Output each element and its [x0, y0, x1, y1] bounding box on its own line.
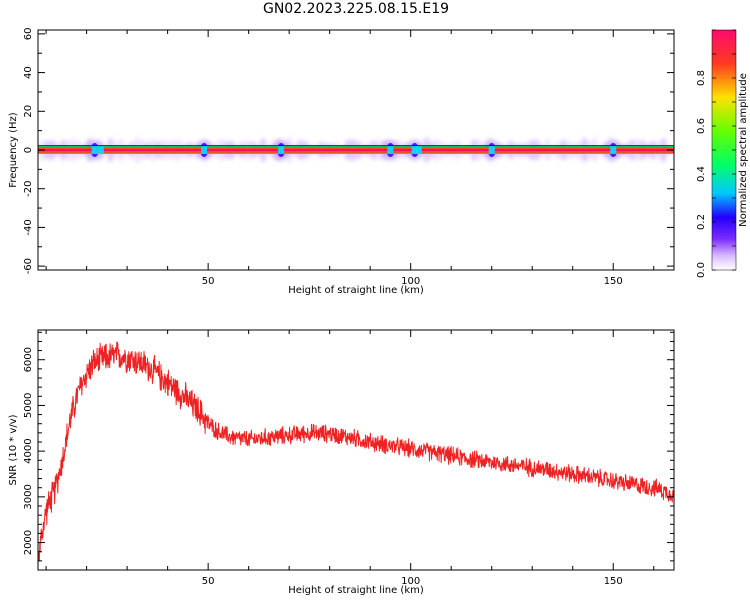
snr-axes: 50 100 150 2000 3000 4000 5000 6000	[23, 330, 674, 587]
spectrogram-band-speck	[415, 146, 422, 154]
snr-y-tick-label: 2000	[23, 530, 34, 555]
snr-y-tick-label: 6000	[23, 347, 34, 372]
spectrogram-panel: 50 100 150 -60 -40 -20 0 20 40 60 Height of strai…	[8, 28, 675, 296]
snr-x-tick-label: 100	[401, 576, 420, 587]
snr-x-tick-label: 50	[202, 576, 215, 587]
spectrogram-y-tick-label: -20	[23, 181, 34, 197]
colorbar-tick-label: 0.8	[696, 70, 707, 86]
spectrogram-y-axis-label: Frequency (Hz)	[8, 112, 19, 188]
snr-y-axis-label: SNR (10 * v/v)	[8, 414, 19, 485]
spectrogram-x-tick-label: 50	[202, 276, 215, 287]
colorbar-axis: 0.0 0.2 0.4 0.6 0.8	[696, 29, 737, 278]
spectrogram-band-speck	[91, 146, 98, 154]
spectrogram-y-tick-label: 40	[23, 66, 34, 79]
snr-panel: 50 100 150 2000 3000 4000 5000 6000 Height of s…	[8, 329, 675, 596]
spectrogram-band-speck	[610, 146, 617, 154]
snr-y-tick-label: 4000	[23, 438, 34, 463]
spectrogram-band-speck	[387, 146, 394, 154]
spectrogram-x-axis-label: Height of straight line (km)	[288, 285, 424, 296]
chart-title: GN02.2023.225.08.15.E19	[262, 1, 450, 17]
snr-y-tick-label: 5000	[23, 393, 34, 418]
spectrogram-band-speck	[488, 146, 495, 154]
spectrogram-content	[38, 138, 674, 162]
spectrogram-x-tick-label: 150	[604, 276, 623, 287]
colorbar-label: Normalized spectral amplitude	[738, 73, 749, 227]
colorbar-tick-label: 0.4	[696, 166, 707, 182]
spectrogram-y-tick-label: 20	[23, 105, 34, 118]
colorbar-tick-label: 0.6	[696, 118, 707, 134]
snr-x-tick-label: 150	[604, 576, 623, 587]
spectrogram-band-speck	[201, 146, 208, 154]
spectrogram-y-tick-label: 60	[23, 28, 34, 41]
snr-plot-area	[38, 330, 674, 570]
spectrogram-y-tick-label: 0	[23, 147, 34, 153]
colorbar-tick-label: 0.2	[696, 214, 707, 230]
colorbar: 0.0 0.2 0.4 0.6 0.8 Normalized spectral ampl…	[696, 29, 749, 278]
snr-frame	[37, 329, 675, 571]
snr-x-axis-label: Height of straight line (km)	[288, 585, 424, 596]
spectrogram-y-tick-label: -60	[23, 258, 34, 274]
snr-series-line	[38, 341, 674, 568]
colorbar-tick-label: 0.0	[696, 262, 707, 278]
spectrogram-band-speck	[97, 146, 104, 154]
spectrogram-axes: 50 100 150 -60 -40 -20 0 20 40 60	[23, 28, 674, 287]
spectrogram-band-speck	[411, 146, 418, 154]
spectrogram-y-tick-label: -40	[23, 219, 34, 235]
spectrogram-band-speck	[278, 146, 285, 154]
spectrogram-x-tick-label: 100	[401, 276, 420, 287]
spectrogram-band-peak	[38, 149, 674, 151]
snr-y-tick-label: 3000	[23, 484, 34, 509]
